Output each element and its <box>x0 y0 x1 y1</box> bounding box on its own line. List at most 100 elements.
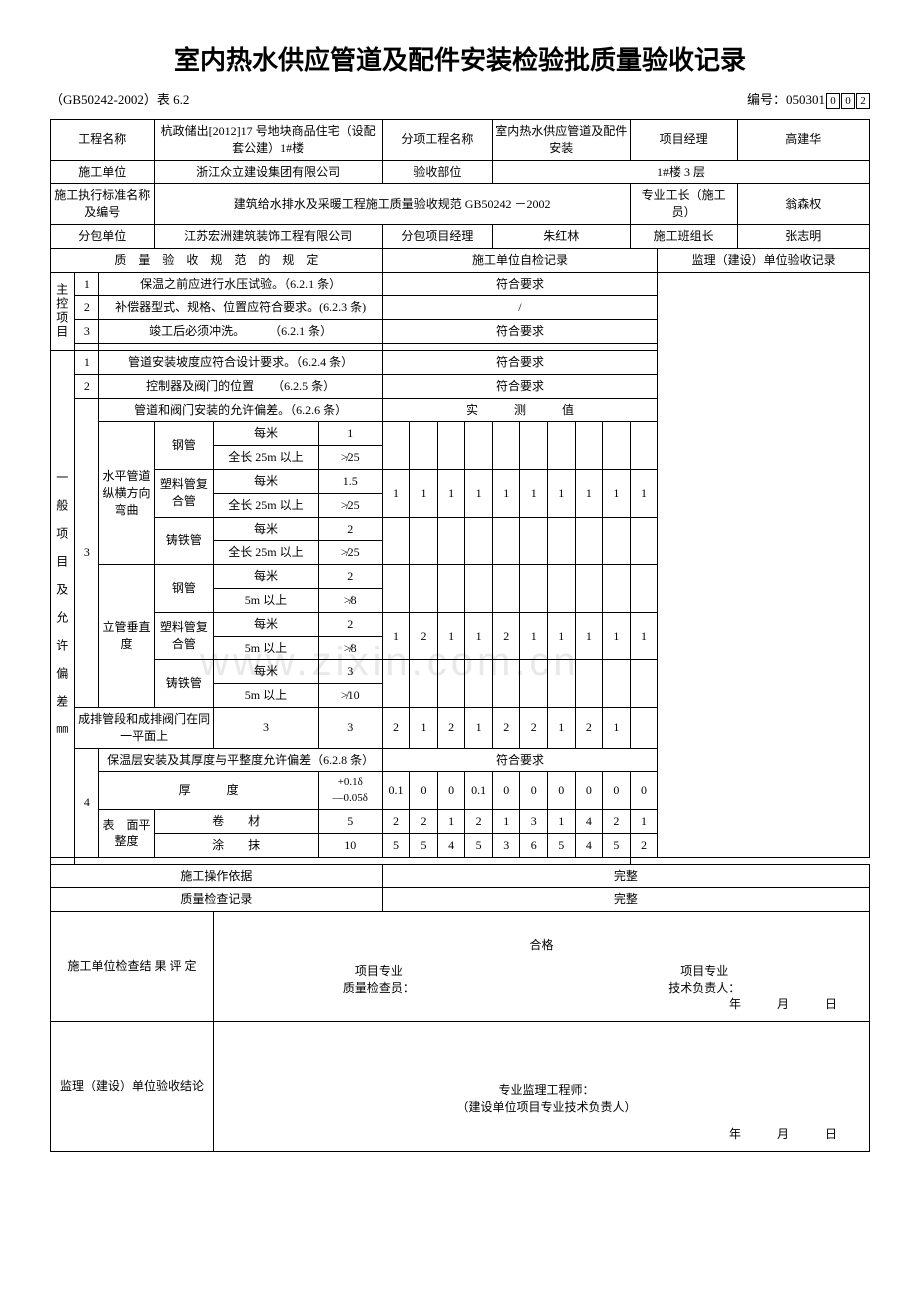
mv: 1 <box>437 469 465 517</box>
val-team: 张志明 <box>737 224 869 248</box>
footer-row: 质量检查记录 完整 <box>51 888 870 912</box>
doc-number: 编号：050301002 <box>747 89 870 109</box>
mv: 0 <box>630 772 658 810</box>
mv <box>465 565 493 613</box>
label-accept: 验收部位 <box>382 160 492 184</box>
mv <box>410 565 438 613</box>
mv: 0.1 <box>382 772 410 810</box>
mv: 5 <box>603 833 631 857</box>
mv: 6 <box>520 833 548 857</box>
mv: 5 <box>410 833 438 857</box>
tol: 5 <box>318 810 382 834</box>
mv <box>575 660 603 708</box>
mv <box>437 422 465 470</box>
mv: 4 <box>575 833 603 857</box>
mv <box>410 660 438 708</box>
mv <box>492 422 520 470</box>
mv <box>630 517 658 565</box>
mv: 0 <box>520 772 548 810</box>
val-project: 杭政储出[2012]17 号地块商品住宅（设配套公建）1#楼 <box>154 120 382 161</box>
mv <box>520 422 548 470</box>
mv <box>382 517 410 565</box>
supervisor-blank <box>658 272 870 857</box>
mv <box>437 565 465 613</box>
mv: 1 <box>410 707 438 748</box>
len: 每米 <box>214 469 319 493</box>
sig1-l1: 项目专业 <box>216 963 541 980</box>
mv <box>382 422 410 470</box>
doc-number-prefix: 编号：050301 <box>747 92 825 107</box>
sig2-l2: （建设单位项目专业技术负责人） <box>226 1099 867 1116</box>
mv: 2 <box>437 707 465 748</box>
label-sub: 分包单位 <box>51 224 155 248</box>
mv: 1 <box>548 469 576 517</box>
mv <box>603 660 631 708</box>
label-team: 施工班组长 <box>630 224 737 248</box>
item-result: 符合要求 <box>382 350 657 374</box>
master-row: 主控项目 1 保温之前应进行水压试验。（6.2.1 条） 符合要求 <box>51 272 870 296</box>
g4-desc: 保温层安装及其厚度与平整度允许偏差（6.2.8 条） <box>99 748 382 772</box>
sig2-label: 监理（建设）单位验收结论 <box>51 1022 214 1152</box>
mv <box>575 517 603 565</box>
mv <box>630 422 658 470</box>
item-result: 符合要求 <box>382 374 657 398</box>
item-desc: 控制器及阀门的位置 （6.2.5 条） <box>99 374 382 398</box>
mv: 1 <box>437 810 465 834</box>
footer-row: 施工操作依据 完整 <box>51 864 870 888</box>
mv: 3 <box>520 810 548 834</box>
mv <box>548 517 576 565</box>
mv <box>630 660 658 708</box>
tol: ≯10 <box>318 684 382 708</box>
mv: 2 <box>492 707 520 748</box>
mv <box>603 565 631 613</box>
mv: 1 <box>465 707 493 748</box>
mv: 5 <box>548 833 576 857</box>
mv <box>603 517 631 565</box>
mv <box>410 517 438 565</box>
tol: 1.5 <box>318 469 382 493</box>
item-num: 1 <box>75 350 99 374</box>
quality-spec-header: 质 量 验 收 规 范 的 规 定 <box>51 248 383 272</box>
tol: 10 <box>318 833 382 857</box>
sig1-date: 年 月 日 <box>729 996 849 1013</box>
mv <box>437 660 465 708</box>
mv: 1 <box>575 469 603 517</box>
measured-label: 实 测 值 <box>382 398 657 422</box>
mv <box>465 422 493 470</box>
val-accept: 1#楼 3 层 <box>492 160 869 184</box>
blank <box>75 857 630 864</box>
header-row: 施工单位 浙江众立建设集团有限公司 验收部位 1#楼 3 层 <box>51 160 870 184</box>
item-num: 2 <box>75 374 99 398</box>
label-subitem: 分项工程名称 <box>382 120 492 161</box>
item-desc: 竣工后必须冲洗。 （6.2.1 条） <box>99 320 382 344</box>
blank <box>99 343 382 350</box>
sig-row: 监理（建设）单位验收结论 专业监理工程师： （建设单位项目专业技术负责人） 年 … <box>51 1022 870 1152</box>
box-digit: 0 <box>841 93 855 109</box>
mv: 1 <box>492 810 520 834</box>
footer-label: 施工操作依据 <box>51 864 383 888</box>
mv: 1 <box>575 612 603 660</box>
len: 每米 <box>214 422 319 446</box>
tol: 3 <box>214 707 319 748</box>
mv: 2 <box>520 707 548 748</box>
mv: 1 <box>548 612 576 660</box>
item-num: 2 <box>75 296 99 320</box>
tol: 3 <box>318 660 382 684</box>
header-row: 施工执行标准名称及编号 建筑给水排水及采暖工程施工质量验收规范 GB50242 … <box>51 184 870 225</box>
len: 5m 以上 <box>214 636 319 660</box>
mv: 1 <box>410 469 438 517</box>
sig-row: 施工单位检查结 果 评 定 合格 项目专业 质量检查员： 项目专业 技术负责人：… <box>51 912 870 1022</box>
mv: 2 <box>492 612 520 660</box>
mat: 钢管 <box>154 422 214 470</box>
mv <box>520 660 548 708</box>
sig1-content: 合格 项目专业 质量检查员： 项目专业 技术负责人： 年 月 日 <box>214 912 870 1022</box>
mv: 1 <box>465 612 493 660</box>
sig2-date: 年 月 日 <box>729 1126 849 1143</box>
val-subitem: 室内热水供应管道及配件安装 <box>492 120 630 161</box>
item-result: 符合要求 <box>382 272 657 296</box>
mv <box>575 565 603 613</box>
mat: 铸铁管 <box>154 517 214 565</box>
mv: 2 <box>382 810 410 834</box>
tol: +0.1δ —0.05δ <box>318 772 382 810</box>
label-foreman: 专业工长（施工员） <box>630 184 737 225</box>
